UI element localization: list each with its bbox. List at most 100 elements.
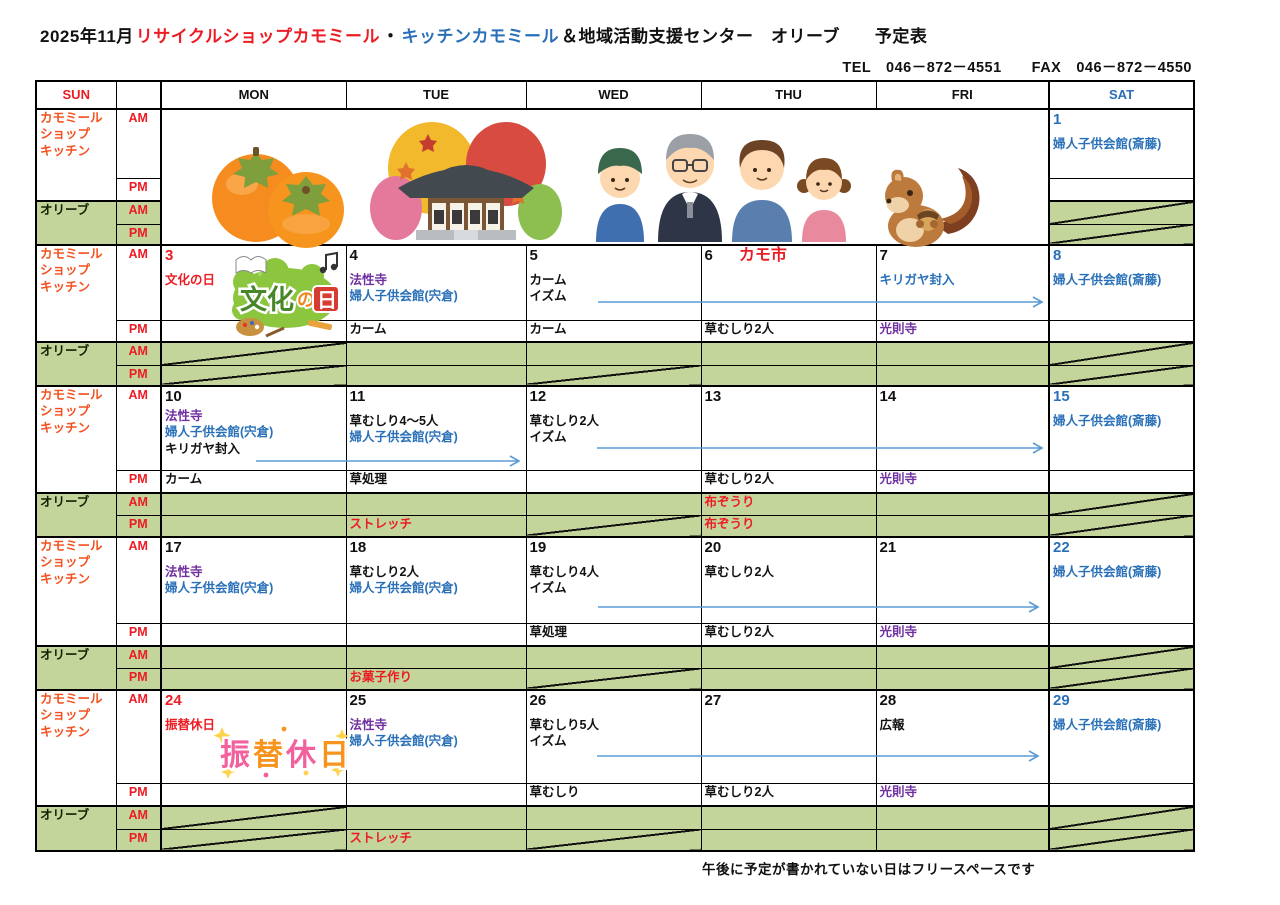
- row-label-olive: オリーブ: [35, 492, 117, 538]
- cell-w2-wed-olive-pm: [525, 364, 702, 387]
- event-text: 婦人子供会館(宍倉): [349, 430, 458, 445]
- cell-w4-tue-olive-am: [345, 645, 527, 669]
- cell-w5-sat-olive-pm: [1048, 828, 1195, 852]
- day-number: 24: [165, 692, 182, 709]
- cell-w3-wed-am: 12 草むしり2人 イズム: [525, 385, 702, 471]
- event-text: 婦人子供会館(宍倉): [165, 581, 274, 596]
- cell-w2-wed-am: 5 カーム イズム: [525, 244, 702, 321]
- event-text: カーム: [529, 321, 567, 336]
- furikae-kyujitsu-badge: 振 替 休 日: [214, 726, 352, 779]
- cell-w2-thu-olive-pm: [700, 364, 877, 387]
- event-text: 婦人子供会館(斎藤): [1053, 565, 1162, 579]
- day-number: 28: [879, 692, 897, 709]
- cell-w3-sat-olive-pm: [1048, 514, 1195, 538]
- cell-w5-sat-am: 29 婦人子供会館(斎藤): [1048, 689, 1195, 784]
- pm-label: PM: [115, 782, 162, 807]
- event-text: 婦人子供会館(斎藤): [1053, 718, 1162, 732]
- cell-w4-mon-am: 17 法性寺 婦人子供会館(宍倉): [160, 536, 347, 624]
- header-thu: THU: [700, 80, 877, 110]
- cell-w2-sat-olive-am: [1048, 341, 1195, 366]
- cell-w2-thu-am: 6 カモ市: [700, 244, 877, 321]
- olive-event-text: 布ぞうり: [704, 516, 755, 531]
- event-text: 草むしり4～5人: [349, 414, 439, 428]
- cell-w2-tue-am: 4 法性寺 婦人子供会館(宍倉): [345, 244, 527, 321]
- pm-label: PM: [115, 364, 162, 387]
- header-corner: [115, 80, 162, 110]
- day-number: 22: [1053, 539, 1070, 556]
- tel-fax-line: TEL 046－872－4551 FAX 046－872－4550: [842, 60, 1192, 76]
- cell-w3-mon-am: 10 法性寺 婦人子供会館(宍倉) キリガヤ封入: [160, 385, 347, 471]
- cell-w5-mon-olive-am: [160, 805, 347, 830]
- cell-w2-mon-olive-pm: [160, 364, 347, 387]
- bunka-no-hi-badge: 文化 の 日: [232, 251, 340, 338]
- row-label-olive: オリーブ: [35, 341, 117, 387]
- cell-w4-sat-am: 22 婦人子供会館(斎藤): [1048, 536, 1195, 624]
- cell-w2-fri-pm: 光則寺: [875, 319, 1050, 343]
- cell-w4-sat-pm: [1048, 622, 1195, 647]
- cell-w5-wed-olive-pm: [525, 828, 702, 852]
- row-label-kamomile: カモミール ショップ キッチン: [35, 244, 117, 343]
- cell-w3-thu-olive-am: 布ぞうり: [700, 492, 877, 516]
- event-text: 婦人子供会館(斎藤): [1053, 137, 1162, 151]
- event-text: 文化の日: [165, 273, 216, 287]
- pm-label: PM: [115, 514, 162, 538]
- cell-w4-tue-pm: [345, 622, 527, 647]
- autumn-temple-illustration: [370, 122, 562, 240]
- illustrations-cell: [160, 108, 1050, 248]
- cell-w3-tue-am: 11 草むしり4～5人 婦人子供会館(宍倉): [345, 385, 527, 471]
- cell-w4-mon-olive-pm: [160, 667, 347, 691]
- title-kitchen-blue: キッチンカモミール: [401, 27, 559, 46]
- am-label: AM: [115, 689, 162, 784]
- row-label-kamomile: カモミール ショップ キッチン: [35, 536, 117, 647]
- cell-w3-thu-olive-pm: 布ぞうり: [700, 514, 877, 538]
- event-text: 草むしり2人: [704, 321, 774, 336]
- event-text: 草処理: [349, 471, 388, 486]
- day-number: 17: [165, 539, 182, 556]
- pm-label: PM: [115, 177, 162, 202]
- cell-w5-tue-olive-pm: ストレッチ: [345, 828, 527, 852]
- header-fri: FRI: [875, 80, 1050, 110]
- cell-w3-fri-olive-pm: [875, 514, 1050, 538]
- cell-w5-sat-pm: [1048, 782, 1195, 807]
- am-label: AM: [115, 108, 162, 179]
- title-month: 2025年11月: [40, 27, 134, 46]
- olive-event-text: ストレッチ: [349, 516, 413, 531]
- day-number: 19: [529, 539, 547, 556]
- cell-w3-fri-pm: 光則寺: [875, 469, 1050, 494]
- cell-w2-sat-am: 8 婦人子供会館(斎藤): [1048, 244, 1195, 321]
- pm-label: PM: [115, 469, 162, 494]
- event-text: カーム: [349, 321, 387, 336]
- pm-label: PM: [115, 622, 162, 647]
- cell-w2-thu-pm: 草むしり2人: [700, 319, 877, 343]
- cell-w3-tue-olive-am: [345, 492, 527, 516]
- event-text: 草むしり2人: [704, 624, 774, 639]
- row-label-olive: オリーブ: [35, 200, 117, 246]
- event-text: 婦人子供会館(斎藤): [1053, 414, 1162, 428]
- event-text: 法性寺: [349, 718, 388, 732]
- cell-w3-mon-pm: カーム: [160, 469, 347, 494]
- cell-w3-tue-pm: 草処理: [345, 469, 527, 494]
- badge-text: 替: [253, 739, 283, 772]
- cell-w2-sat-olive-pm: [1048, 364, 1195, 387]
- row-label-olive: オリーブ: [35, 645, 117, 691]
- badge-text: 振: [220, 739, 250, 772]
- weekday-header-row: SUN MON TUE WED THU FRI SAT: [35, 80, 1195, 110]
- cell-w5-thu-am: 27: [700, 689, 877, 784]
- squirrel-illustration: [885, 168, 980, 247]
- event-text: 草むしり2人: [704, 471, 774, 486]
- title-shop-red: リサイクルショップカモミール: [135, 27, 380, 46]
- cell-w2-mon-olive-am: [160, 341, 347, 366]
- day-number: 11: [349, 388, 366, 405]
- cell-w5-thu-pm: 草むしり2人: [700, 782, 877, 807]
- day-number: 5: [529, 247, 538, 264]
- header-tue: TUE: [345, 80, 527, 110]
- cell-w5-fri-olive-pm: [875, 828, 1050, 852]
- header-sat: SAT: [1048, 80, 1195, 110]
- event-text: イズム: [529, 734, 567, 749]
- pm-label: PM: [115, 667, 162, 691]
- day-number: 25: [349, 692, 367, 709]
- event-text: 光則寺: [879, 624, 918, 639]
- cell-w3-fri-am: 14: [875, 385, 1050, 471]
- schedule-table: SUN MON TUE WED THU FRI SAT カモミール ショップ キ…: [35, 80, 1195, 852]
- cell-w5-sat-olive-am: [1048, 805, 1195, 830]
